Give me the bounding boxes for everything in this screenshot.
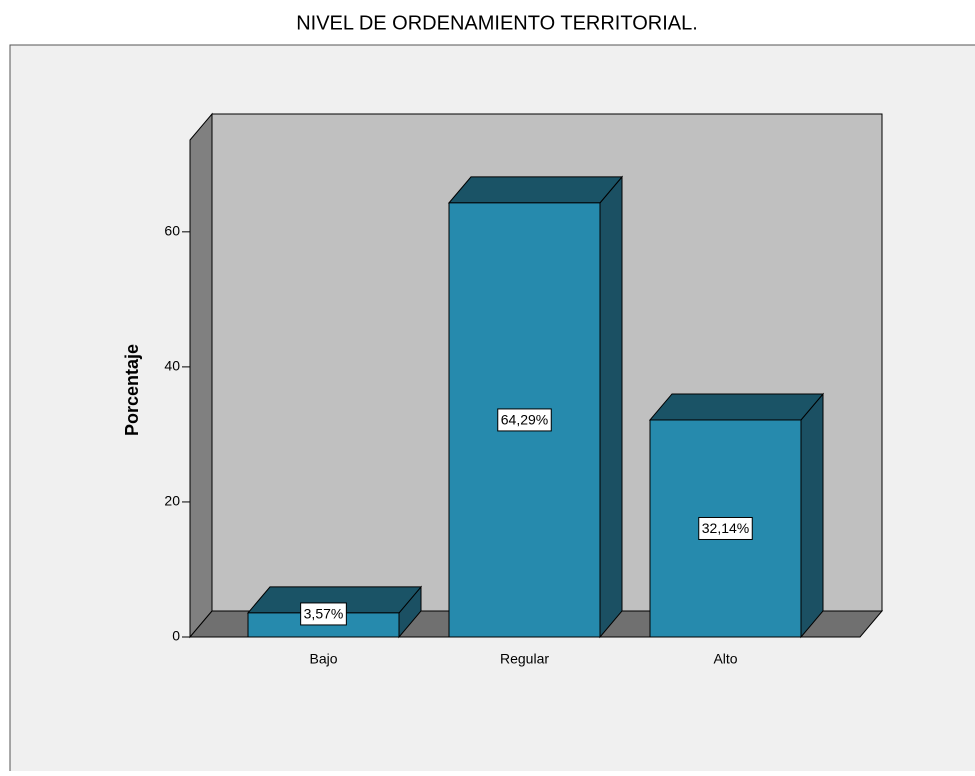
value-label: 64,29% [501, 412, 548, 428]
x-tick-label: Alto [713, 651, 737, 667]
value-label: 32,14% [702, 520, 749, 536]
x-tick-label: Bajo [309, 651, 337, 667]
y-tick-label: 0 [172, 628, 180, 644]
side-wall [189, 112, 213, 639]
y-tick-label: 60 [164, 223, 180, 239]
bar-top [648, 393, 825, 421]
y-tick-label: 40 [164, 358, 180, 374]
bar-side [800, 392, 824, 639]
value-label-box [300, 602, 347, 626]
y-axis-label: Porcentaje [122, 344, 142, 436]
value-label-box [698, 516, 753, 540]
y-tick-label: 20 [164, 493, 180, 509]
value-label-box [497, 408, 552, 432]
x-tick-label: Regular [500, 651, 549, 667]
chart-title: NIVEL DE ORDENAMIENTO TERRITORIAL. [296, 12, 698, 34]
bar-top [447, 176, 624, 204]
value-label: 3,57% [304, 606, 344, 622]
bar-side [599, 175, 623, 639]
